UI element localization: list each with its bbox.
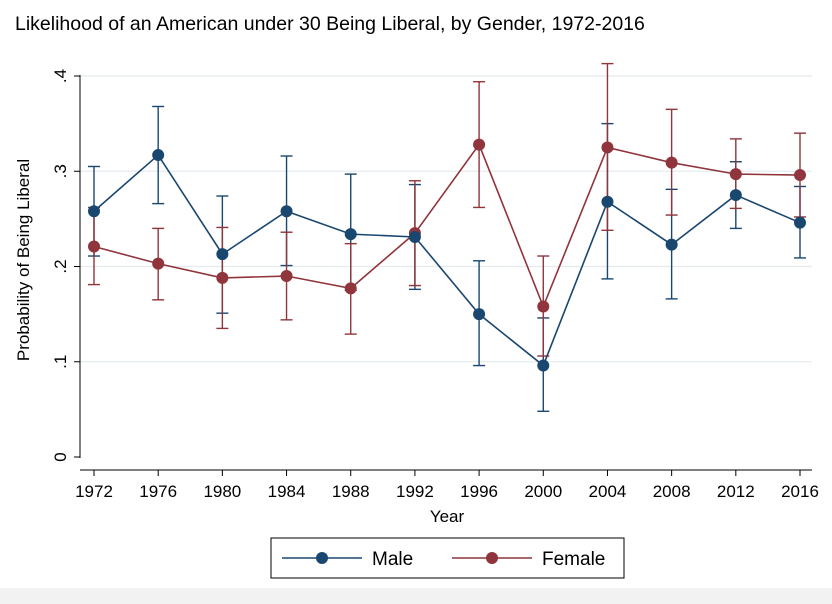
female-point [344, 282, 357, 295]
female-point [794, 169, 806, 182]
male-point [601, 195, 614, 208]
legend-label-male: Male [372, 549, 413, 570]
chart-title: Likelihood of an American under 30 Being… [15, 13, 645, 35]
x-tick-label: 1996 [460, 482, 498, 501]
legend-marker-female [486, 552, 498, 564]
bottom-strip [0, 588, 832, 604]
legend: Male Female [270, 537, 625, 579]
female-point [601, 141, 614, 154]
y-axis-title: Probability of Being Liberal [14, 159, 33, 361]
legend-marker-male [316, 552, 328, 564]
female-point [665, 156, 678, 169]
male-point [473, 308, 486, 321]
male-point [216, 248, 229, 261]
female-point [537, 300, 550, 313]
male-point [665, 238, 678, 251]
male-point [729, 189, 742, 202]
male-point [537, 359, 550, 372]
x-tick-label: 1980 [203, 482, 241, 501]
x-tick-label: 2000 [524, 482, 562, 501]
y-tick-label: .3 [51, 164, 70, 178]
x-tick-label: 2008 [653, 482, 691, 501]
male-point [88, 205, 100, 218]
male-point [280, 205, 293, 218]
female-point [280, 270, 293, 283]
male-point [152, 149, 165, 162]
x-tick-label: 2016 [781, 482, 819, 501]
female-point [729, 168, 742, 181]
female-point [88, 240, 100, 253]
x-tick-label: 1976 [139, 482, 177, 501]
male-point [344, 228, 357, 241]
x-axis-title: Year [430, 507, 465, 526]
x-tick-label: 1984 [268, 482, 306, 501]
x-tick-label: 2004 [589, 482, 627, 501]
y-tick-label: .4 [51, 69, 70, 83]
male-point [408, 230, 421, 243]
x-tick-label: 1992 [396, 482, 434, 501]
legend-label-female: Female [542, 549, 605, 570]
plot-area: 0 .1 .2 .3 .4 1972 1976 1980 1984 1988 1992 1996 200… [51, 62, 819, 501]
x-tick-label: 1972 [75, 482, 113, 501]
female-point [152, 257, 165, 270]
y-tick-label: .2 [51, 259, 70, 273]
female-point [473, 138, 486, 151]
y-tick-label: .1 [51, 355, 70, 369]
x-tick-label: 1988 [332, 482, 370, 501]
male-point [794, 216, 806, 229]
female-point [216, 271, 229, 284]
x-tick-label: 2012 [717, 482, 755, 501]
female-series-line [93, 142, 801, 309]
male-series-line [93, 153, 801, 367]
y-tick-label: 0 [51, 452, 70, 461]
